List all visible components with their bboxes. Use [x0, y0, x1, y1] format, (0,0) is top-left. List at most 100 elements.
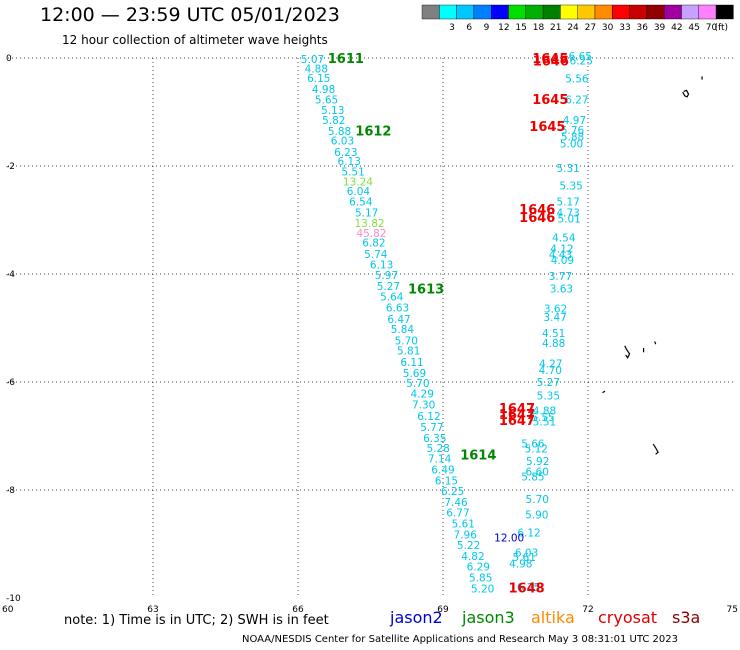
wave-height-label: 5.74: [364, 249, 388, 261]
satellite-label-s3a: s3a: [672, 608, 701, 627]
wave-height-label: 6.11: [400, 357, 423, 369]
wave-height-label: 6.15: [435, 475, 458, 487]
y-tick-label: -10: [6, 594, 21, 604]
wave-height-label: 5.92: [526, 456, 549, 468]
wave-height-label: 5.00: [560, 138, 583, 150]
legend-label: 30: [602, 23, 614, 33]
legend-label: 3: [449, 23, 455, 33]
coastline: [682, 89, 690, 98]
legend-swatch: [577, 4, 596, 20]
legend-label: 18: [533, 23, 545, 33]
wave-height-label: 6.54: [349, 197, 373, 209]
legend-swatch: [664, 4, 682, 20]
wave-height-label: 6.35: [423, 433, 446, 445]
wave-height-label: 4.09: [551, 255, 574, 267]
time-label: 1648: [509, 582, 545, 597]
wave-height-label: 4.88: [542, 338, 565, 350]
wave-height-label: 5.85: [469, 572, 492, 584]
wave-height-label: 12.00: [494, 533, 524, 545]
x-tick-label: 72: [582, 605, 593, 615]
wave-height-label: 13.82: [355, 218, 385, 230]
time-label: 1646: [519, 211, 555, 226]
legend-swatch: [508, 4, 526, 20]
wave-height-label: 3.47: [543, 312, 566, 324]
coastline: [602, 390, 606, 394]
wave-height-label: 5.88: [328, 126, 351, 138]
legend-label: 36: [637, 23, 649, 33]
legend-swatch: [491, 4, 509, 20]
wave-height-label: 5.27: [377, 281, 400, 293]
wave-height-label: 6.77: [446, 508, 469, 520]
wave-height-label: 5.81: [397, 346, 420, 358]
legend-swatch: [421, 4, 440, 20]
wave-height-label: 6.03: [515, 548, 538, 560]
wave-height-label: 4.43: [549, 250, 572, 262]
legend-label: 6: [466, 23, 472, 33]
wave-height-label: 6.60: [526, 467, 549, 479]
satellite-label-altika: altika: [531, 608, 575, 627]
satellite-label-cryosat: cryosat: [598, 608, 658, 627]
wave-height-label: 5.97: [375, 270, 398, 282]
wave-height-label: 3.63: [550, 284, 573, 296]
wave-height-label: 5.70: [395, 335, 418, 347]
wave-height-label: 4.88: [533, 406, 556, 418]
wave-height-label: 3.77: [549, 271, 572, 283]
legend-label: 33: [619, 23, 630, 33]
wave-height-label: 4.29: [411, 388, 434, 400]
wave-height-label: 6.27: [565, 95, 588, 107]
legend-label: 9: [484, 23, 490, 33]
wave-height-label: 4.97: [563, 115, 586, 127]
wave-height-label: 4.73: [556, 207, 579, 219]
wave-height-label: 5.31: [556, 163, 579, 175]
legend-swatch: [629, 4, 648, 20]
wave-height-label: 5.82: [322, 115, 345, 127]
chart-subtitle: 12 hour collection of altimeter wave hei…: [62, 33, 328, 47]
coastline: [624, 345, 631, 359]
wave-height-label: 13.24: [343, 177, 373, 189]
wave-height-label: 5.35: [537, 391, 560, 403]
wave-height-label: 5.07: [301, 54, 324, 66]
time-label: 1613: [408, 283, 444, 298]
x-tick-label: 66: [292, 605, 304, 615]
time-label: 1611: [328, 52, 364, 67]
wave-height-label: 5.01: [557, 213, 580, 225]
legend-label: 12: [498, 23, 509, 33]
wave-height-label: 5.70: [526, 494, 549, 506]
y-tick-label: 0: [6, 54, 12, 64]
legend-swatch: [542, 4, 561, 20]
time-label: 1647: [499, 408, 535, 423]
wave-height-label: 5.56: [565, 74, 589, 86]
satellite-label-jason2: jason2: [390, 608, 443, 627]
time-label: 1645: [532, 93, 568, 108]
wave-height-label: 5.51: [533, 416, 556, 428]
legend-label: 24: [567, 23, 579, 33]
wave-height-label: 6.25: [517, 582, 540, 594]
legend-label: 27: [585, 23, 596, 33]
wave-height-label: 45.82: [356, 228, 386, 240]
footer-note: note: 1) Time is in UTC; 2) SWH is in fe…: [64, 613, 329, 628]
wave-height-label: 7.46: [444, 497, 468, 509]
time-label: 1612: [355, 124, 391, 139]
legend-swatch: [473, 4, 492, 20]
wave-height-label: 5.66: [521, 439, 545, 451]
wave-height-label: 4.98: [312, 84, 335, 96]
x-tick-label: 69: [437, 605, 449, 615]
wave-height-label: 5.85: [521, 472, 544, 484]
wave-height-label: 6.13: [370, 259, 393, 271]
y-tick-label: -2: [6, 162, 15, 172]
satellite-label-jason3: jason3: [462, 608, 515, 627]
wave-height-label: 6.04: [347, 186, 371, 198]
wave-height-label: 5.28: [426, 443, 449, 455]
wave-height-label: 3.62: [544, 304, 567, 316]
wave-height-label: 5.55: [531, 412, 554, 424]
coastline: [654, 341, 657, 345]
wave-height-label: 5.64: [380, 292, 404, 304]
wave-height-label: 6.13: [338, 156, 361, 168]
wave-height-label: 5.65: [315, 95, 338, 107]
x-tick-label: 63: [147, 605, 158, 615]
wave-height-label: 5.17: [355, 207, 378, 219]
wave-height-label: 5.35: [559, 180, 582, 192]
wave-height-label: 6.25: [570, 56, 593, 68]
wave-height-label: 6.12: [417, 411, 440, 423]
wave-height-label: 5.22: [457, 540, 480, 552]
